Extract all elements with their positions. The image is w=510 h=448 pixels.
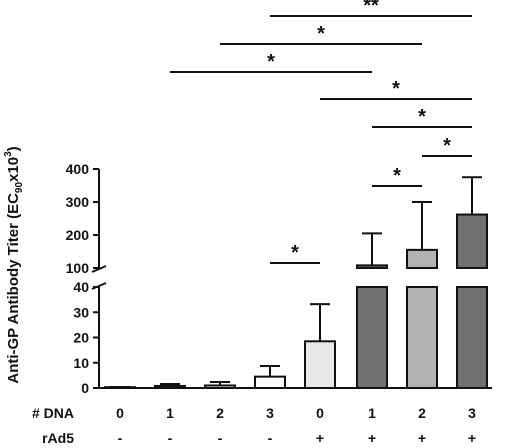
category-rad5-label: - xyxy=(118,430,123,446)
y-tick-label-lower: 30 xyxy=(73,304,89,320)
category-dna-label: 0 xyxy=(316,405,324,421)
y-axis-title-close: ) xyxy=(5,146,22,151)
y-tick-label-upper: 200 xyxy=(66,227,90,243)
category-rad5-label: - xyxy=(168,430,173,446)
bar xyxy=(356,264,388,269)
y-tick-label-lower: 10 xyxy=(73,355,89,371)
row-label-rad5: rAd5 xyxy=(42,430,74,446)
bars xyxy=(104,213,488,390)
significance-label: ** xyxy=(363,0,379,17)
bar xyxy=(406,248,438,270)
row-label-dna: # DNA xyxy=(32,405,74,421)
significance-label: * xyxy=(291,242,299,264)
y-tick-label-upper: 300 xyxy=(66,194,90,210)
category-rad5-label: - xyxy=(268,430,273,446)
category-rad5-label: + xyxy=(368,430,376,446)
bar xyxy=(406,286,438,389)
category-rad5-label: - xyxy=(218,430,223,446)
category-dna-label: 0 xyxy=(116,405,124,421)
category-rad5-label: + xyxy=(316,430,324,446)
category-rad5-label: + xyxy=(418,430,426,446)
y-axis-title-subscript: 90 xyxy=(14,182,25,194)
category-dna-label: 1 xyxy=(166,405,174,421)
y-tick-label-upper: 400 xyxy=(66,161,90,177)
y-axis-title-superscript: 3 xyxy=(3,151,14,157)
svg-text:Anti-GP Antibody Titer (EC90x1: Anti-GP Antibody Titer (EC90x103) xyxy=(3,146,25,383)
bar xyxy=(356,286,388,389)
category-dna-label: 3 xyxy=(468,405,476,421)
category-labels: # DNA rAd5 0 - 1 - 2 - 3 - 0 +1 +2 +3 + xyxy=(32,405,476,446)
y-tick-label-lower: 40 xyxy=(73,279,89,295)
category-dna-label: 2 xyxy=(216,405,224,421)
error-bars xyxy=(110,176,482,388)
significance-label: * xyxy=(317,23,325,45)
significance-label: * xyxy=(267,51,275,73)
bar xyxy=(304,340,336,390)
category-dna-label: 3 xyxy=(266,405,274,421)
category-dna-label: 2 xyxy=(418,405,426,421)
y-axis-title-main: Anti-GP Antibody Titer (EC xyxy=(5,193,22,384)
significance-brackets: ********* xyxy=(170,0,472,264)
y-tick-label-upper: 100 xyxy=(66,260,90,276)
bar xyxy=(254,375,286,390)
y-tick-label-lower: 20 xyxy=(73,330,89,346)
significance-label: * xyxy=(418,106,426,128)
y-tick-label-lower: 0 xyxy=(81,380,89,396)
category-dna-label: 1 xyxy=(368,405,376,421)
y-axis-title: Anti-GP Antibody Titer (EC90x103) xyxy=(3,146,25,383)
bar xyxy=(456,213,488,269)
bar xyxy=(154,384,186,390)
significance-label: * xyxy=(443,135,451,157)
bar xyxy=(456,286,488,389)
y-axis-title-multiplier: x10 xyxy=(5,157,22,182)
significance-label: * xyxy=(393,165,401,187)
significance-label: * xyxy=(392,78,400,100)
category-rad5-label: + xyxy=(468,430,476,446)
bar xyxy=(204,384,236,390)
